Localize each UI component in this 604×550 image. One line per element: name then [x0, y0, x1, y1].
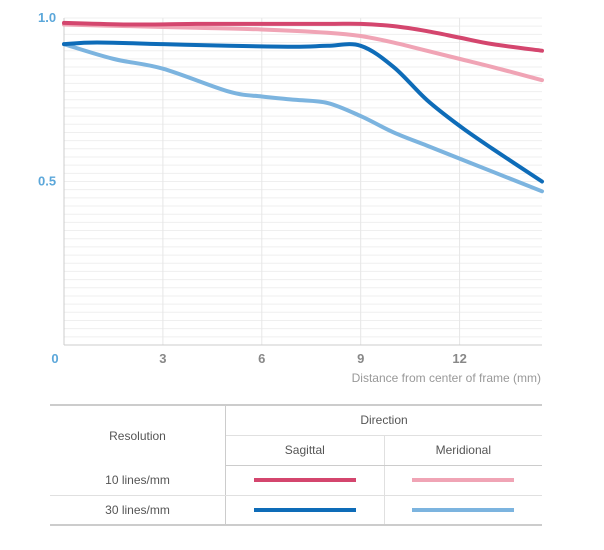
x-tick-label: 9	[357, 351, 364, 366]
legend-row-label: 10 lines/mm	[50, 465, 226, 496]
direction-header: Direction	[225, 404, 542, 436]
x-axis-title: Distance from center of frame (mm)	[352, 371, 541, 385]
swatch-30-sagittal	[253, 507, 356, 512]
sagittal-header: Sagittal	[225, 435, 385, 466]
swatch-30-meridional	[412, 507, 515, 512]
series-30-sagittal	[62, 40, 544, 184]
x-tick-label: 3	[159, 351, 166, 366]
grid	[63, 17, 542, 346]
y-tick-label: 1.0	[38, 10, 56, 25]
legend-table: Resolution Direction Sagittal Meridional…	[50, 404, 542, 526]
series-lines	[62, 20, 544, 194]
legend-subheader-row: Sagittal Meridional	[50, 435, 542, 466]
legend-row-label: 30 lines/mm	[50, 495, 226, 526]
series-10-sagittal	[62, 20, 544, 53]
legend-header-row: Resolution Direction	[50, 404, 542, 465]
x-tick-label: 6	[258, 351, 265, 366]
meridional-header: Meridional	[384, 435, 542, 466]
legend-row-10: 10 lines/mm	[50, 465, 542, 496]
legend-row-30: 30 lines/mm	[50, 495, 542, 526]
series-30-meridional	[62, 42, 544, 194]
series-10-meridional	[62, 22, 544, 83]
x-tick-label: 12	[452, 351, 466, 366]
mtf-chart: 0 3 6 9 12 0.5 1.0 Distance from center of fra…	[38, 10, 544, 385]
swatch-10-meridional	[412, 478, 515, 482]
swatch-10-sagittal	[253, 478, 356, 482]
x-tick-label: 0	[51, 351, 58, 366]
y-tick-label: 0.5	[38, 174, 56, 189]
resolution-header: Resolution	[50, 404, 226, 465]
tick-labels: 0 3 6 9 12 0.5 1.0	[38, 10, 467, 366]
